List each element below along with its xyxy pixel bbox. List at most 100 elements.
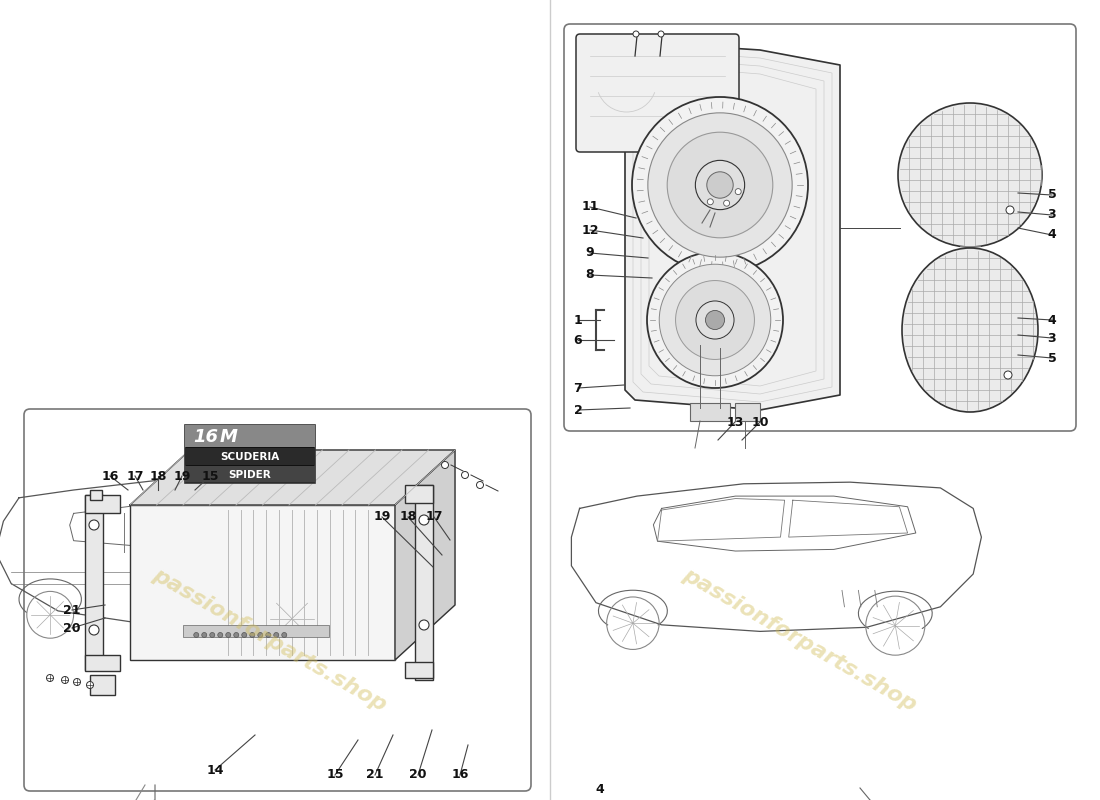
Circle shape: [659, 264, 771, 376]
Circle shape: [647, 252, 783, 388]
Ellipse shape: [902, 248, 1038, 412]
Circle shape: [194, 633, 199, 638]
Text: passionforparts.shop: passionforparts.shop: [680, 565, 921, 715]
Text: 21: 21: [64, 603, 80, 617]
Text: 21: 21: [366, 769, 384, 782]
Circle shape: [898, 103, 1042, 247]
Text: 11: 11: [581, 201, 598, 214]
Circle shape: [62, 677, 68, 683]
Circle shape: [1004, 371, 1012, 379]
Circle shape: [242, 633, 246, 638]
Bar: [85, 495, 120, 513]
Circle shape: [201, 633, 207, 638]
Circle shape: [218, 633, 222, 638]
Text: 19: 19: [174, 470, 190, 482]
Circle shape: [282, 633, 287, 638]
Text: 18: 18: [150, 470, 167, 482]
Text: 4: 4: [1047, 229, 1056, 242]
Circle shape: [1006, 206, 1014, 214]
Circle shape: [250, 633, 255, 638]
Text: 16: 16: [192, 428, 218, 446]
Circle shape: [210, 633, 214, 638]
Circle shape: [89, 625, 99, 635]
Text: 14: 14: [207, 763, 223, 777]
Text: 17: 17: [426, 510, 442, 523]
Text: 4: 4: [595, 783, 604, 796]
Bar: [185, 425, 315, 483]
Circle shape: [74, 678, 80, 686]
Text: 9: 9: [585, 246, 594, 259]
Bar: [85, 495, 103, 670]
Text: 7: 7: [573, 382, 582, 394]
Bar: [735, 403, 760, 421]
Circle shape: [658, 31, 664, 37]
Bar: [405, 662, 433, 678]
Circle shape: [89, 520, 99, 530]
Text: SCUDERIA: SCUDERIA: [220, 452, 279, 462]
Circle shape: [632, 31, 639, 37]
Bar: [85, 655, 120, 671]
FancyBboxPatch shape: [564, 24, 1076, 431]
Text: 16: 16: [101, 470, 119, 482]
Circle shape: [668, 132, 773, 238]
Text: M: M: [220, 428, 238, 446]
FancyBboxPatch shape: [576, 34, 739, 152]
Text: 2: 2: [573, 403, 582, 417]
Circle shape: [419, 515, 429, 525]
Text: 17: 17: [126, 470, 144, 482]
Circle shape: [675, 281, 755, 359]
Bar: [90, 675, 116, 695]
Circle shape: [266, 633, 271, 638]
Text: 6: 6: [574, 334, 582, 346]
Text: 8: 8: [585, 269, 594, 282]
Circle shape: [226, 633, 231, 638]
Text: passionforparts.shop: passionforparts.shop: [150, 565, 390, 715]
Circle shape: [233, 633, 239, 638]
Circle shape: [441, 462, 449, 469]
Circle shape: [735, 189, 741, 194]
Text: 3: 3: [1047, 209, 1056, 222]
Bar: [183, 625, 329, 637]
FancyBboxPatch shape: [24, 409, 531, 791]
Bar: [185, 448, 315, 465]
Circle shape: [648, 113, 792, 257]
Circle shape: [257, 633, 263, 638]
Bar: [185, 466, 315, 482]
Text: 13: 13: [726, 415, 744, 429]
Text: 15: 15: [201, 470, 219, 482]
Text: 3: 3: [1047, 331, 1056, 345]
Circle shape: [462, 471, 469, 478]
Circle shape: [696, 301, 734, 339]
Text: 4: 4: [1047, 314, 1056, 326]
Bar: [415, 485, 433, 680]
Circle shape: [724, 200, 729, 206]
Bar: [185, 425, 315, 447]
Bar: [90, 490, 102, 500]
Circle shape: [632, 97, 808, 273]
Text: 20: 20: [409, 769, 427, 782]
Bar: [690, 403, 730, 421]
Circle shape: [695, 160, 745, 210]
Text: SPIDER: SPIDER: [229, 470, 272, 480]
Text: 10: 10: [751, 415, 769, 429]
Text: 20: 20: [64, 622, 80, 634]
Circle shape: [419, 620, 429, 630]
Circle shape: [707, 172, 734, 198]
Polygon shape: [130, 450, 455, 505]
Circle shape: [46, 674, 54, 682]
Bar: [405, 485, 433, 503]
Circle shape: [87, 682, 94, 689]
Text: 18: 18: [399, 510, 417, 523]
Text: 16: 16: [451, 769, 469, 782]
Text: 19: 19: [373, 510, 390, 523]
Bar: [130, 505, 395, 660]
Polygon shape: [395, 450, 455, 660]
Text: 12: 12: [581, 223, 598, 237]
Circle shape: [705, 310, 725, 330]
Text: 5: 5: [1047, 351, 1056, 365]
Circle shape: [274, 633, 278, 638]
Circle shape: [476, 482, 484, 489]
Polygon shape: [620, 42, 840, 410]
Text: 15: 15: [327, 769, 343, 782]
Circle shape: [707, 198, 713, 205]
